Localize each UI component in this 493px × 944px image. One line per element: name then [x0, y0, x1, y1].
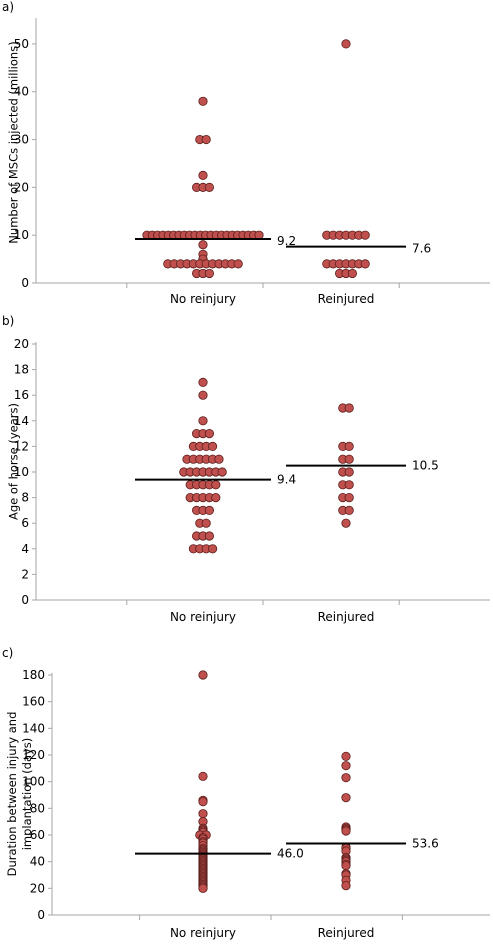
- data-point: [198, 377, 208, 388]
- y-tick-label: 14: [14, 414, 29, 428]
- data-point: [198, 390, 208, 400]
- y-tick-label: 80: [30, 801, 45, 815]
- y-tick-label: 50: [14, 37, 29, 51]
- data-point: [341, 773, 351, 783]
- data-point: [344, 480, 354, 490]
- y-tick-label: 12: [14, 439, 29, 453]
- y-tick-label: 60: [30, 828, 45, 842]
- y-tick-label: 40: [14, 85, 29, 99]
- y-tick-label: 6: [21, 516, 29, 530]
- category-label: No reinjury: [170, 292, 236, 306]
- category-label: No reinjury: [170, 610, 236, 624]
- y-tick-label: 0: [21, 593, 29, 607]
- category-label: No reinjury: [170, 926, 236, 940]
- y-tick-label: 160: [22, 695, 45, 709]
- data-point: [341, 761, 351, 771]
- panel-c: c) Duration between injury and implantat…: [0, 646, 493, 944]
- y-tick-label: 10: [14, 228, 29, 242]
- category-label: Reinjured: [318, 292, 375, 306]
- mean-label: 7.6: [412, 242, 431, 256]
- y-tick-label: 16: [14, 388, 29, 402]
- data-point: [201, 134, 211, 145]
- y-tick-label: 2: [21, 567, 29, 581]
- mean-label: 46.0: [277, 847, 304, 861]
- data-point: [198, 771, 208, 781]
- y-tick-label: 180: [22, 668, 45, 682]
- panel-label-c: c): [2, 646, 14, 660]
- mean-label: 10.5: [412, 459, 439, 473]
- data-point: [344, 441, 354, 451]
- mean-label: 9.2: [277, 234, 296, 248]
- chart-c: 0 20 40 60 80 100 120 140 160 180 No reinjury Reinj…: [22, 668, 490, 940]
- data-point: [211, 493, 221, 503]
- y-tick-label: 30: [14, 133, 29, 147]
- y-tick-label: 20: [14, 337, 29, 351]
- category-label: Reinjured: [318, 926, 375, 940]
- data-point: [198, 240, 208, 250]
- data-point: [208, 544, 218, 554]
- data-point: [344, 505, 354, 515]
- y-tick-label: 20: [30, 881, 45, 895]
- data-point: [204, 505, 214, 515]
- panel-label-b: b): [2, 314, 15, 328]
- data-point: [198, 809, 208, 819]
- y-tick-label: 18: [14, 363, 29, 377]
- data-point: [204, 268, 214, 279]
- data-point: [198, 96, 208, 106]
- data-point: [341, 881, 351, 891]
- y-tick-label: 140: [22, 721, 45, 735]
- data-point: [211, 480, 221, 490]
- y-tick-label: 8: [21, 491, 29, 505]
- y-tick-label: 0: [21, 276, 29, 290]
- data-point: [198, 797, 208, 807]
- data-point: [360, 230, 370, 240]
- y-tick-label: 100: [22, 775, 45, 789]
- data-point: [344, 454, 354, 464]
- data-point: [204, 182, 214, 192]
- chart-b: 0 2 4 6 8 10 12 14 16 18 20 No reinjury Reinjured 9.4…: [14, 337, 490, 624]
- data-point: [341, 793, 351, 803]
- data-point: [341, 39, 351, 49]
- data-point: [341, 861, 351, 871]
- data-point: [198, 670, 208, 680]
- data-point: [344, 403, 354, 413]
- data-point: [204, 429, 214, 439]
- mean-label: 53.6: [412, 837, 439, 851]
- data-point: [344, 493, 354, 503]
- data-point: [341, 751, 351, 761]
- data-point: [233, 259, 243, 269]
- data-point: [341, 518, 351, 528]
- data-point: [341, 826, 351, 836]
- data-point: [208, 441, 218, 451]
- category-label: Reinjured: [318, 610, 375, 624]
- y-tick-label: 40: [30, 855, 45, 869]
- data-point: [360, 259, 370, 269]
- panel-label-a: a): [2, 0, 15, 14]
- y-tick-label: 4: [21, 542, 29, 556]
- data-point: [214, 454, 224, 464]
- data-point: [198, 170, 208, 181]
- data-point: [344, 467, 354, 477]
- y-tick-label: 0: [37, 908, 45, 922]
- data-point: [217, 467, 227, 477]
- chart-a: 0 10 20 30 40 50 No reinjury Reinjured 9.2 7.6: [14, 18, 490, 306]
- y-tick-label: 120: [22, 748, 45, 762]
- data-point: [347, 268, 357, 279]
- data-point: [204, 531, 214, 541]
- panel-b: b) Age of horse (years) 0 2 4 6 8 10 12 14 16 18 2…: [0, 314, 493, 639]
- y-tick-label: 20: [14, 180, 29, 194]
- data-point: [198, 416, 208, 426]
- y-tick-label: 10: [14, 465, 29, 479]
- data-point: [201, 518, 211, 528]
- data-point: [198, 883, 208, 893]
- mean-label: 9.4: [277, 473, 296, 487]
